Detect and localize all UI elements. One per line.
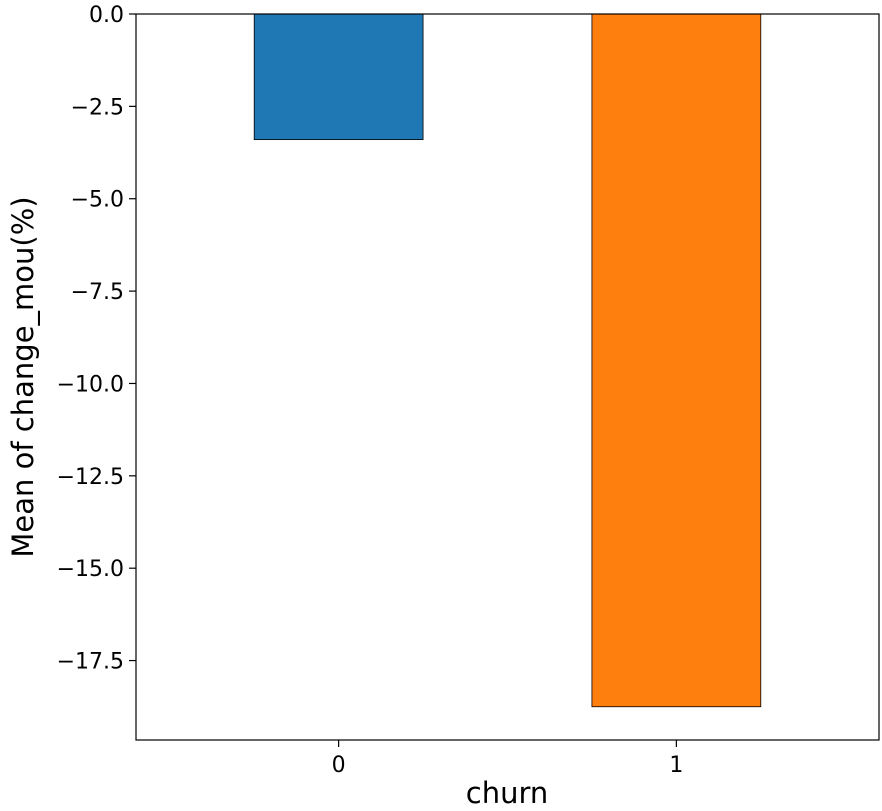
bar-churn-1 — [591, 13, 762, 708]
y-tick-label: −12.5 — [57, 465, 124, 490]
y-tick-label: −10.0 — [57, 372, 124, 397]
y-tick-label: −5.0 — [71, 188, 124, 213]
bar-churn-0 — [253, 13, 424, 141]
y-tick-label: −7.5 — [71, 280, 124, 305]
x-tick-label: 1 — [669, 753, 683, 778]
y-axis-ticks: 0.0 −2.5 −5.0 −7.5 −10.0 −12.5 −15.0 −17.5 — [57, 3, 136, 675]
x-tick-label: 0 — [332, 753, 346, 778]
y-tick-label: −17.5 — [57, 650, 124, 675]
y-axis-label: Mean of change_mou(%) — [6, 196, 40, 557]
x-axis-label: churn — [466, 776, 549, 810]
y-tick-label: −2.5 — [71, 95, 124, 120]
y-tick-label: −15.0 — [57, 557, 124, 582]
plot-frame — [135, 13, 880, 741]
bars-group — [253, 13, 762, 708]
y-tick-label: 0.0 — [89, 3, 124, 28]
